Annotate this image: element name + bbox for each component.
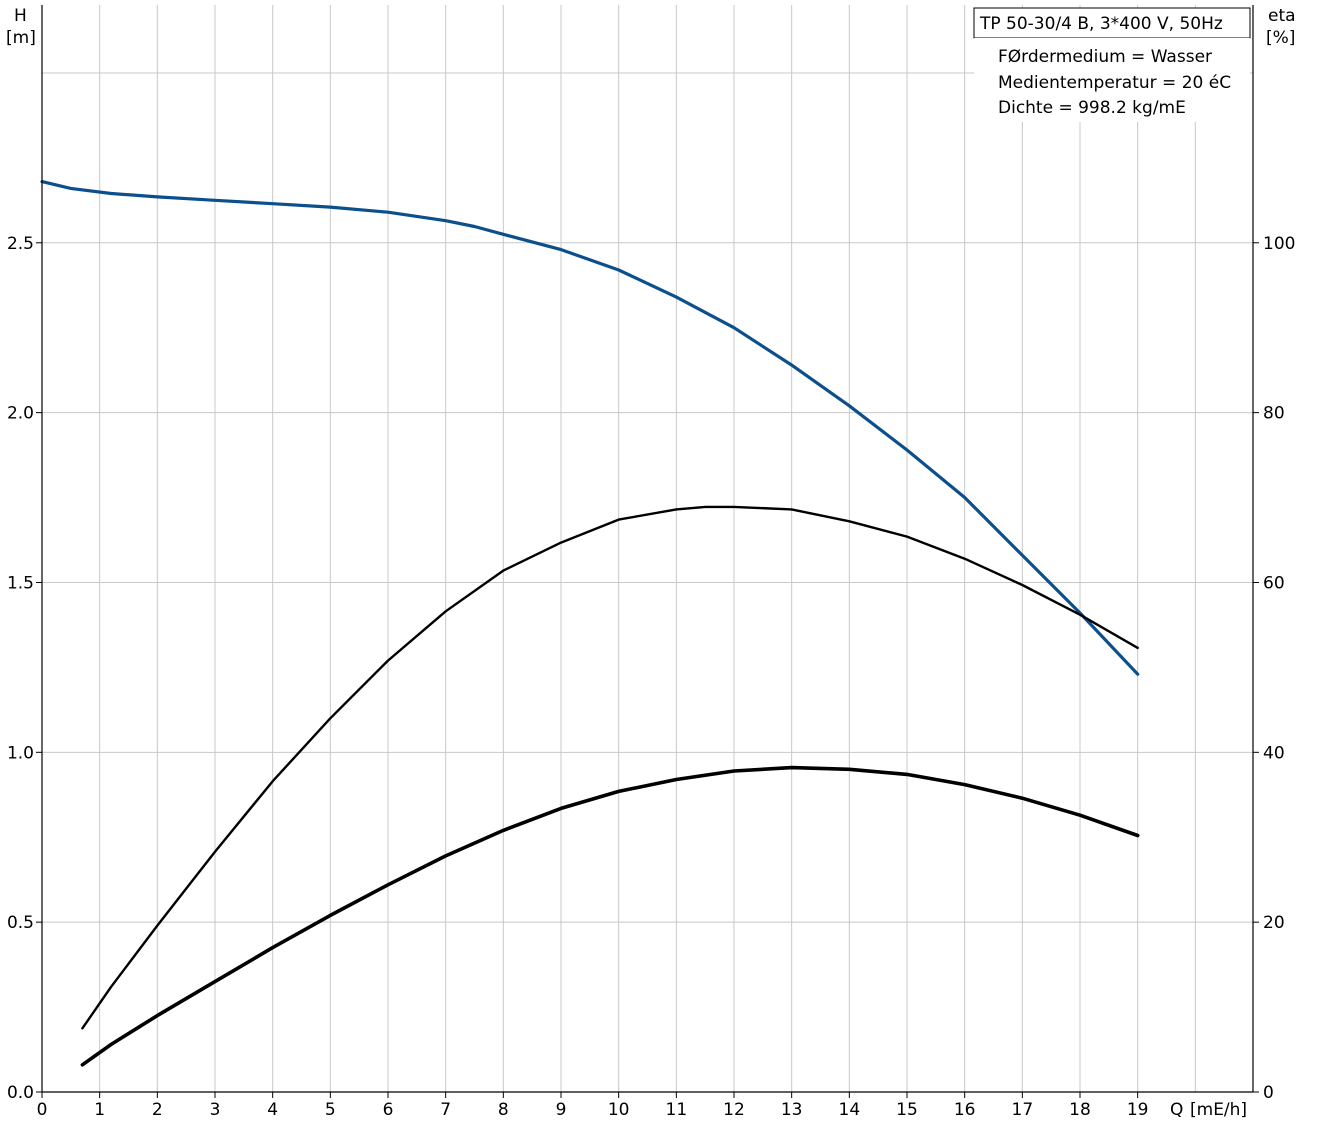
series-layer bbox=[40, 180, 1140, 1067]
x-tick-label: 10 bbox=[608, 1100, 630, 1120]
x-tick-label: 1 bbox=[94, 1100, 105, 1120]
y2-tick-label: 80 bbox=[1263, 404, 1285, 424]
x-tick-label: 19 bbox=[1127, 1100, 1149, 1120]
x-tick-label: 7 bbox=[440, 1100, 451, 1120]
x-tick-label: 8 bbox=[498, 1100, 509, 1120]
x-tick-label: 0 bbox=[37, 1100, 48, 1120]
x-tick-label: 6 bbox=[383, 1100, 394, 1120]
x-tick-label: 4 bbox=[267, 1100, 278, 1120]
y-tick-label: 0.0 bbox=[7, 1083, 34, 1103]
x-tick-label: 16 bbox=[954, 1100, 976, 1120]
legend-box: TP 50-30/4 B, 3*400 V, 50Hz FØrdermedium… bbox=[973, 7, 1251, 122]
x-tick-label: 14 bbox=[839, 1100, 861, 1120]
annotation-density: Dichte = 998.2 kg/mE bbox=[998, 98, 1186, 118]
annotation-box bbox=[974, 38, 1250, 122]
axes bbox=[36, 5, 1259, 1098]
y2-axis-label-name: eta bbox=[1268, 6, 1296, 26]
y-tick-label: 1.0 bbox=[7, 743, 34, 763]
x-axis-label-name: Q bbox=[1170, 1100, 1183, 1120]
y-tick-label: 1.5 bbox=[7, 573, 34, 593]
tick-labels: 0 1 2 3 4 5 6 7 8 9 10 11 12 13 14 15 16 17 18 190.00.51.01… bbox=[7, 234, 1296, 1120]
efficiency-curve bbox=[81, 505, 1139, 1030]
x-tick-label: 11 bbox=[666, 1100, 688, 1120]
x-tick-label: 2 bbox=[152, 1100, 163, 1120]
x-tick-label: 12 bbox=[723, 1100, 745, 1120]
x-tick-label: 3 bbox=[210, 1100, 221, 1120]
y2-tick-label: 20 bbox=[1263, 913, 1285, 933]
y2-tick-label: 100 bbox=[1263, 234, 1295, 254]
power-curve bbox=[80, 765, 1140, 1067]
y-axis-label-unit: [m] bbox=[6, 28, 36, 48]
x-tick-label: 13 bbox=[781, 1100, 803, 1120]
x-tick-label: 5 bbox=[325, 1100, 336, 1120]
y2-tick-label: 0 bbox=[1263, 1083, 1274, 1103]
head-curve bbox=[40, 180, 1140, 676]
y-tick-label: 2.0 bbox=[7, 404, 34, 424]
x-tick-label: 15 bbox=[896, 1100, 918, 1120]
x-tick-label: 17 bbox=[1012, 1100, 1034, 1120]
grid bbox=[42, 5, 1254, 1092]
annotation-medium: FØrdermedium = Wasser bbox=[998, 47, 1212, 67]
title-box bbox=[973, 7, 1251, 39]
x-tick-label: 18 bbox=[1069, 1100, 1091, 1120]
y-tick-label: 0.5 bbox=[7, 913, 34, 933]
chart-title: TP 50-30/4 B, 3*400 V, 50Hz bbox=[979, 14, 1223, 34]
x-axis-label-unit: [mE/h] bbox=[1190, 1100, 1247, 1120]
y-axis-label-name: H bbox=[14, 6, 27, 26]
y2-tick-label: 60 bbox=[1263, 573, 1285, 593]
y2-tick-label: 40 bbox=[1263, 743, 1285, 763]
x-tick-label: 9 bbox=[556, 1100, 567, 1120]
y2-axis-label-unit: [%] bbox=[1266, 28, 1295, 48]
y-tick-label: 2.5 bbox=[7, 234, 34, 254]
annotation-temperature: Medientemperatur = 20 éC bbox=[998, 73, 1231, 93]
